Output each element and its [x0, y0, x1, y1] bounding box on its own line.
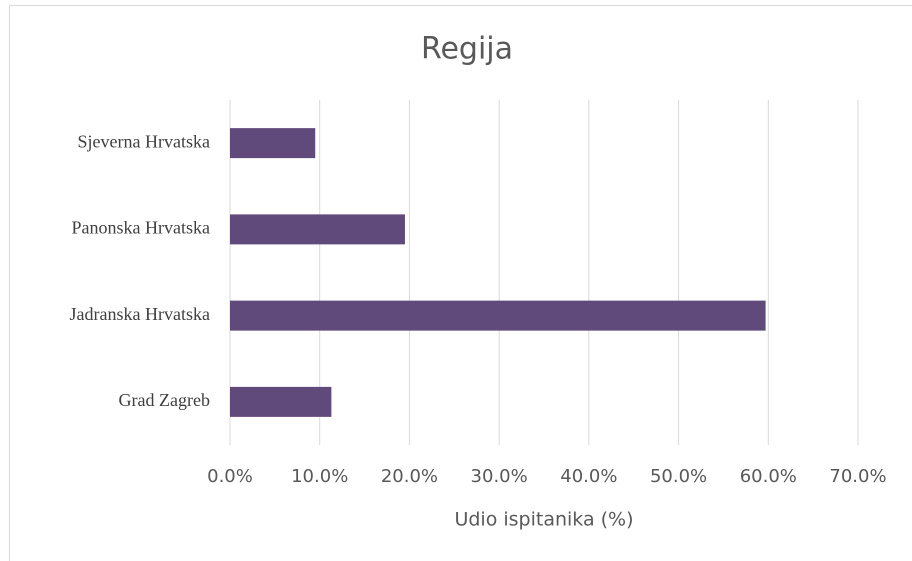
x-tick-label: 40.0% — [560, 466, 617, 487]
x-axis-title: Udio ispitanika (%) — [454, 509, 633, 531]
x-tick-label: 30.0% — [471, 466, 528, 487]
bar — [230, 386, 332, 417]
y-tick-label: Jadranska Hrvatska — [70, 304, 210, 324]
chart-title: Regija — [421, 32, 513, 67]
x-tick-label: 0.0% — [207, 466, 253, 487]
bar — [230, 128, 316, 159]
x-tick-label: 60.0% — [740, 466, 797, 487]
x-tick-label: 70.0% — [829, 466, 886, 487]
bar — [230, 300, 766, 331]
y-tick-label: Grad Zagreb — [119, 390, 210, 410]
x-tick-label: 50.0% — [650, 466, 707, 487]
y-tick-label: Sjeverna Hrvatska — [78, 131, 210, 151]
x-tick-label: 20.0% — [381, 466, 438, 487]
y-tick-label: Panonska Hrvatska — [72, 218, 210, 238]
bar — [230, 214, 405, 245]
x-tick-label: 10.0% — [291, 466, 348, 487]
chart-border — [9, 5, 912, 561]
